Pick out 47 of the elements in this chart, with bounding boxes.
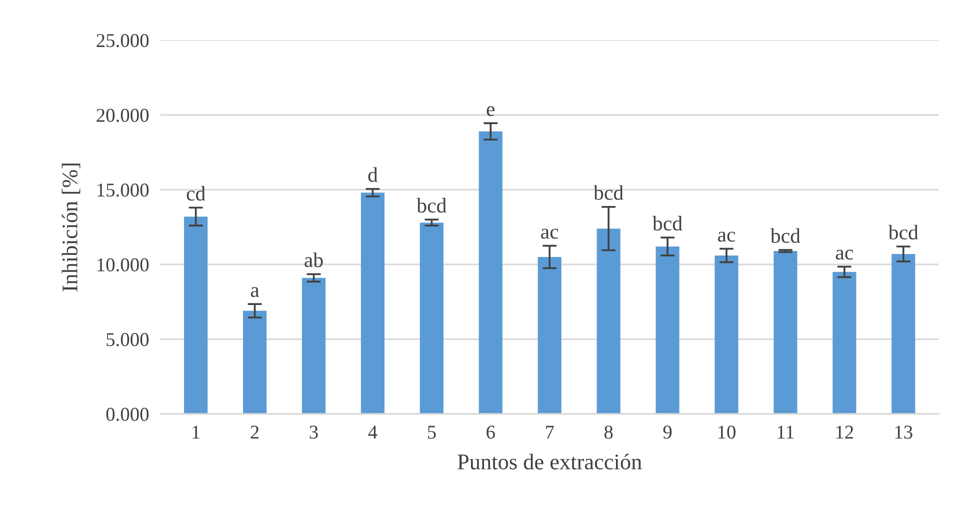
y-axis-title: Inhibición [%] <box>62 164 80 292</box>
x-tick-label: 7 <box>546 426 554 439</box>
y-tick-label: 20.000 <box>96 108 149 122</box>
annotation: bcd <box>594 185 624 200</box>
bar <box>656 246 680 414</box>
annotation: a <box>250 287 260 298</box>
x-tick-label: 3 <box>310 426 318 439</box>
bar <box>184 216 208 414</box>
x-tick-label: 4 <box>368 426 378 439</box>
annotation: ab <box>304 252 323 268</box>
annotation: bcd <box>888 224 918 240</box>
y-tick-label: 15.000 <box>98 184 149 197</box>
annotation: bcd <box>652 216 682 231</box>
bar <box>478 131 502 414</box>
x-tick-label: 9 <box>663 426 672 439</box>
y-tick-label: 5.000 <box>106 333 149 346</box>
bar <box>360 192 385 414</box>
y-tick-label: 10.000 <box>98 258 149 272</box>
annotation: e <box>486 106 495 116</box>
bar <box>538 256 562 414</box>
bar <box>420 222 444 414</box>
x-tick-label: 8 <box>604 426 613 439</box>
x-tick-label: 6 <box>486 426 495 439</box>
annotation: d <box>368 167 378 182</box>
bar <box>596 228 620 414</box>
x-tick-label: 5 <box>428 426 436 439</box>
bar <box>302 278 326 414</box>
annotation: ac <box>718 232 736 242</box>
annotation: cd <box>186 186 206 201</box>
annotation: bcd <box>416 198 446 213</box>
bar <box>892 254 916 414</box>
bar <box>242 310 267 414</box>
x-tick-label: 11 <box>778 426 794 439</box>
bar <box>714 255 738 414</box>
annotation: ac <box>836 250 854 260</box>
y-tick-label: 0.000 <box>106 408 149 421</box>
bar <box>774 250 798 414</box>
annotation: ac <box>541 228 558 239</box>
annotation: bcd <box>770 228 800 243</box>
x-tick-label: 1 <box>192 426 200 439</box>
x-tick-label: 12 <box>836 426 854 439</box>
x-axis-title: Puntos de extracción <box>458 454 642 470</box>
bar <box>832 272 856 414</box>
x-tick-label: 2 <box>250 426 259 439</box>
x-tick-label: 10 <box>718 426 736 439</box>
x-tick-label: 13 <box>895 426 912 439</box>
y-tick-label: 25.000 <box>96 34 149 48</box>
